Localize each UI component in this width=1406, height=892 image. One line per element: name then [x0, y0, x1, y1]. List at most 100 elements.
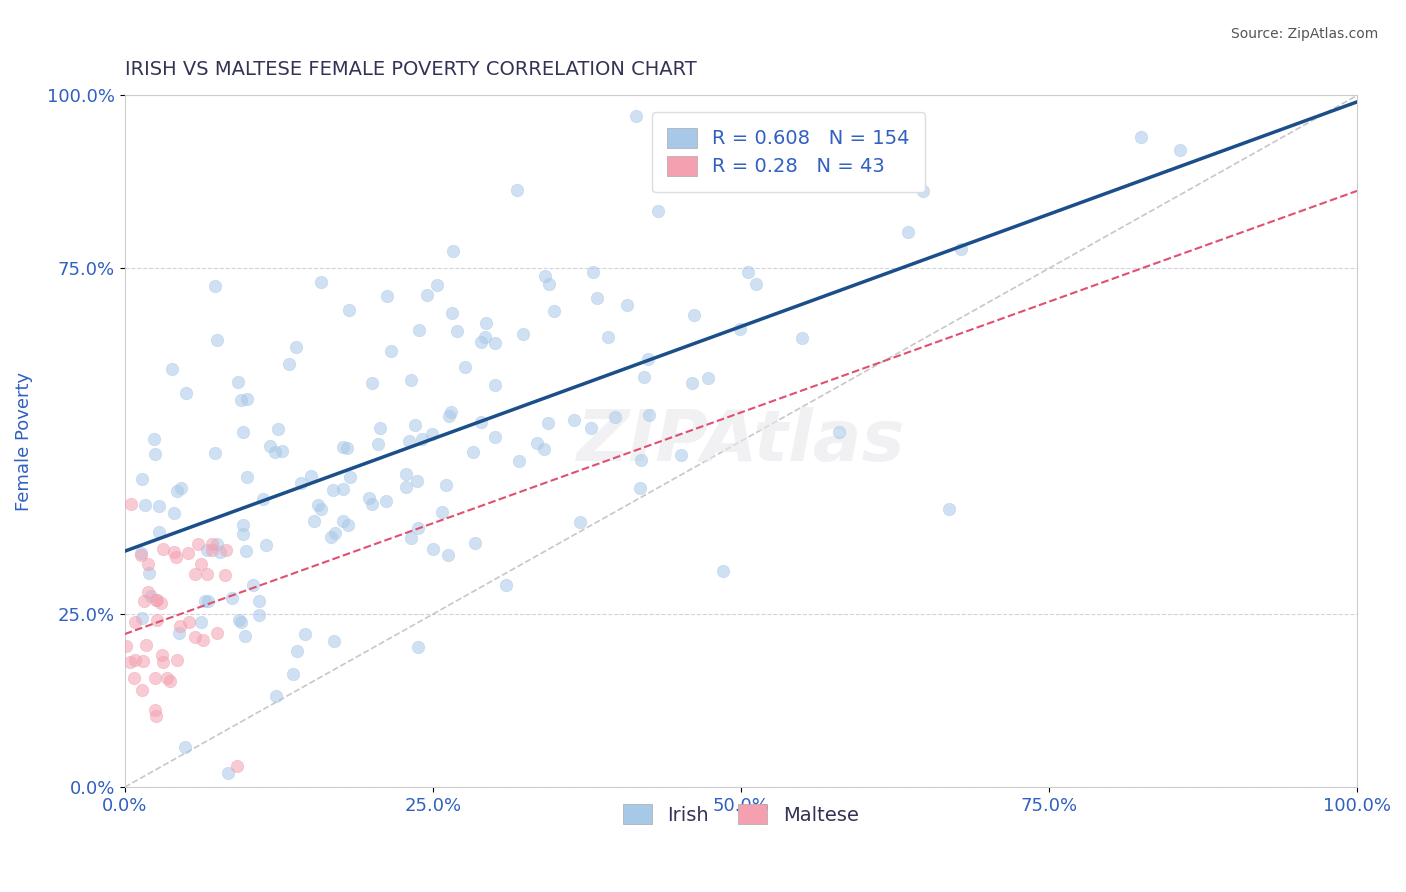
Maltese: [163, 545, 186, 559]
Irish: [323, 525, 346, 540]
Irish: [638, 409, 661, 423]
Maltese: [145, 703, 167, 717]
Irish: [425, 278, 447, 293]
Legend: Irish, Maltese: Irish, Maltese: [614, 797, 866, 833]
Irish: [339, 470, 361, 484]
Irish: [148, 499, 170, 513]
Irish: [270, 443, 292, 458]
Maltese: [118, 655, 141, 669]
Irish: [401, 531, 423, 545]
Maltese: [191, 633, 214, 648]
Text: ZIPAtlas: ZIPAtlas: [576, 407, 905, 475]
Irish: [681, 376, 703, 391]
Irish: [790, 331, 813, 345]
Irish: [537, 416, 560, 430]
Irish: [195, 542, 218, 557]
Maltese: [150, 596, 173, 610]
Irish: [221, 591, 243, 606]
Maltese: [187, 537, 209, 551]
Irish: [404, 417, 426, 432]
Maltese: [184, 630, 207, 644]
Maltese: [195, 567, 218, 582]
Irish: [336, 441, 359, 455]
Irish: [247, 607, 270, 622]
Irish: [911, 184, 934, 198]
Irish: [232, 425, 254, 439]
Irish: [226, 375, 249, 389]
Irish: [406, 521, 429, 535]
Irish: [207, 537, 229, 551]
Maltese: [129, 548, 152, 562]
Irish: [512, 326, 534, 341]
Irish: [432, 505, 454, 519]
Maltese: [156, 671, 179, 685]
Irish: [728, 321, 751, 335]
Irish: [194, 593, 217, 607]
Irish: [141, 590, 163, 604]
Irish: [247, 594, 270, 608]
Irish: [332, 482, 354, 496]
Irish: [252, 491, 274, 506]
Irish: [647, 204, 669, 219]
Irish: [399, 373, 422, 387]
Irish: [596, 330, 619, 344]
Irish: [669, 448, 692, 462]
Maltese: [176, 546, 198, 560]
Irish: [138, 566, 160, 580]
Irish: [332, 440, 354, 454]
Irish: [285, 340, 308, 354]
Irish: [441, 306, 464, 320]
Maltese: [150, 648, 173, 662]
Irish: [637, 351, 659, 366]
Maltese: [143, 672, 166, 686]
Irish: [1129, 129, 1152, 144]
Maltese: [201, 537, 224, 551]
Irish: [264, 445, 287, 459]
Irish: [131, 545, 153, 559]
Text: IRISH VS MALTESE FEMALE POVERTY CORRELATION CHART: IRISH VS MALTESE FEMALE POVERTY CORRELAT…: [125, 60, 696, 78]
Irish: [143, 447, 166, 461]
Irish: [586, 292, 609, 306]
Irish: [484, 430, 506, 444]
Irish: [322, 483, 344, 497]
Irish: [360, 376, 382, 391]
Irish: [526, 436, 548, 450]
Maltese: [215, 543, 238, 558]
Irish: [950, 242, 973, 256]
Irish: [484, 378, 506, 392]
Irish: [897, 225, 920, 239]
Irish: [160, 361, 183, 376]
Irish: [321, 530, 343, 544]
Irish: [204, 446, 226, 460]
Irish: [582, 265, 605, 279]
Maltese: [145, 593, 167, 607]
Irish: [233, 629, 256, 643]
Irish: [470, 335, 492, 350]
Irish: [309, 275, 332, 289]
Irish: [235, 544, 257, 558]
Irish: [395, 479, 418, 493]
Maltese: [145, 613, 167, 627]
Irish: [420, 427, 443, 442]
Irish: [174, 739, 197, 754]
Irish: [217, 766, 239, 780]
Maltese: [135, 639, 157, 653]
Irish: [828, 425, 851, 440]
Irish: [332, 514, 354, 528]
Maltese: [166, 653, 188, 667]
Irish: [337, 302, 360, 317]
Irish: [603, 410, 626, 425]
Irish: [228, 613, 250, 627]
Irish: [131, 472, 153, 486]
Irish: [495, 578, 517, 592]
Irish: [441, 244, 464, 259]
Irish: [395, 467, 418, 482]
Irish: [713, 565, 735, 579]
Maltese: [124, 615, 146, 629]
Irish: [142, 432, 165, 446]
Irish: [229, 615, 252, 629]
Irish: [628, 481, 651, 495]
Irish: [242, 578, 264, 592]
Maltese: [159, 674, 181, 689]
Maltese: [201, 542, 224, 557]
